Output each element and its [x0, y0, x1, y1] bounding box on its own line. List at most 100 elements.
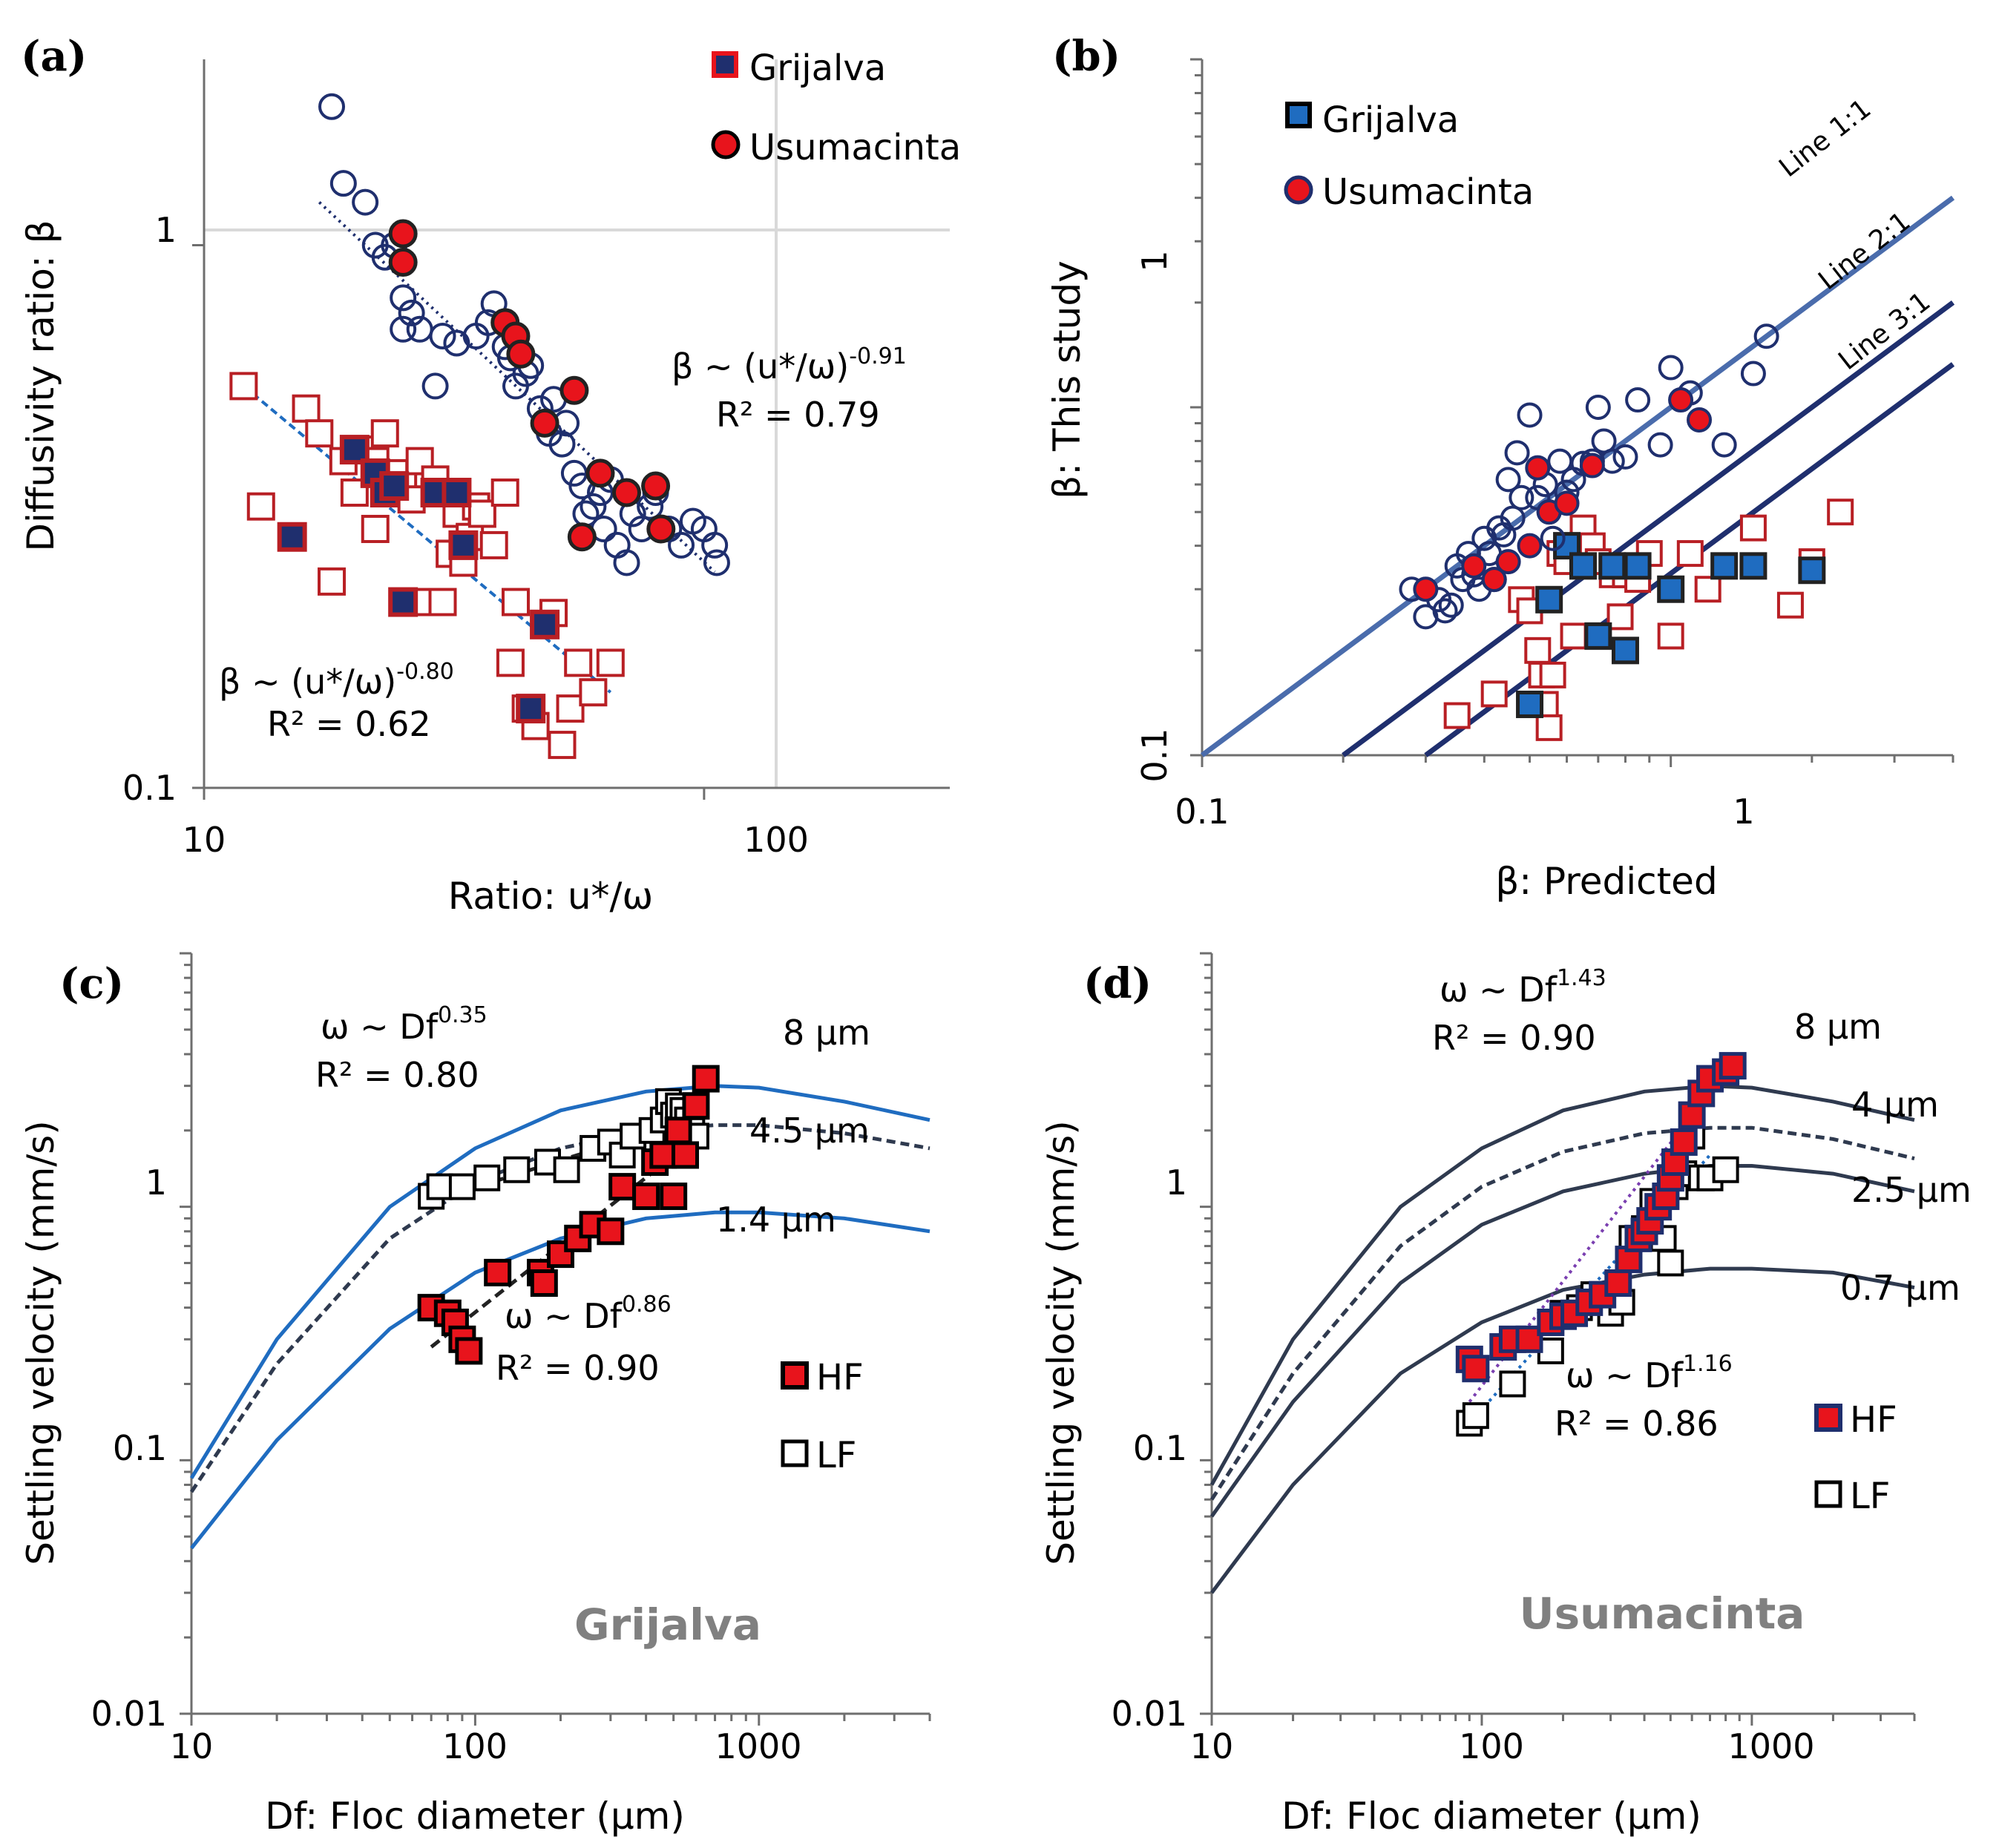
panel-a: (a) 10 100 1 0.1 Ratio: u*/ω Diffusivity…: [19, 32, 961, 918]
panel-c-point-lf: [448, 1173, 476, 1200]
panel-a-point-usumacinta-filled: [506, 339, 536, 369]
panel-a-legend-grijalva-marker: [712, 51, 738, 78]
panel-c-point-hf: [608, 1173, 637, 1201]
panel-a-point-grijalva-open: [467, 499, 496, 528]
panel-c-curve-label-4.5um: 4.5 μm: [749, 1111, 870, 1151]
panel-c-curve-label-8um: 8 μm: [783, 1013, 870, 1053]
panel-c: (c) 10 100 1000 1 0.1 0.01 Df: Floc diam…: [19, 952, 931, 1838]
panel-b-point-grijalva-filled: [1516, 690, 1544, 718]
panel-d-curve-label-2.5um: 2.5 μm: [1851, 1170, 1972, 1210]
panel-c-curve-label-1.4um: 1.4 μm: [716, 1200, 836, 1240]
panel-b-point-usumacinta-open: [1625, 387, 1651, 413]
panel-a-point-grijalva-open: [428, 588, 457, 616]
panel-a-fit-lines: [243, 201, 716, 694]
panel-c-lf-fit-r2: R² = 0.80: [315, 1055, 479, 1095]
panel-b-point-usumacinta-open: [1432, 598, 1458, 624]
panel-d-points: [1455, 1052, 1747, 1437]
panel-b-line-1-1: [1200, 195, 1955, 757]
panel-a-point-usumacinta-open: [318, 93, 346, 120]
panel-a-point-grijalva-open: [229, 372, 258, 401]
panel-a-point-grijalva-filled: [379, 471, 410, 502]
panel-a-point-grijalva-open: [370, 419, 399, 448]
panel-b-point-grijalva-open: [1443, 702, 1471, 729]
panel-a-point-grijalva-open: [501, 588, 530, 616]
panel-a-point-grijalva-open: [479, 530, 508, 559]
panel-a-legend-grijalva: Grijalva: [749, 47, 886, 89]
panel-a-axes: [192, 59, 950, 800]
panel-a-point-grijalva-filled: [448, 530, 479, 560]
panel-b-point-usumacinta-filled: [1517, 533, 1543, 559]
panel-c-point-hf: [455, 1337, 483, 1365]
panel-b-point-usumacinta-filled: [1461, 553, 1487, 579]
panel-a-point-usumacinta-open: [548, 430, 576, 458]
panel-d-point-hf: [1462, 1355, 1490, 1383]
panel-b-point-grijalva-open: [1539, 661, 1566, 688]
panel-c-legend-hf-marker: [781, 1361, 809, 1390]
panel-c-axes: [180, 952, 931, 1726]
panel-a-point-usumacinta-filled: [559, 375, 589, 405]
panel-d-legend-lf: LF: [1850, 1476, 1890, 1517]
panel-d-lf-fit-eq: ω ~ Df1.16: [1566, 1351, 1733, 1395]
panel-d-curve-label-8um: 8 μm: [1794, 1007, 1882, 1047]
panel-c-xtick-10: 10: [170, 1726, 214, 1766]
panel-a-point-usumacinta-open: [352, 188, 379, 216]
panel-d-point-hf: [1719, 1052, 1747, 1080]
panel-b-point-grijalva-filled: [1798, 556, 1826, 585]
panel-c-curve-8um: [189, 1084, 930, 1479]
panel-d-point-lf: [1462, 1402, 1489, 1430]
panel-a-point-usumacinta-open: [613, 549, 640, 576]
panel-a-point-usumacinta-filled: [611, 478, 641, 507]
panel-a-point-usumacinta-open: [668, 531, 695, 559]
panel-b-point-usumacinta-open: [1500, 505, 1526, 531]
panel-c-point-lf: [426, 1173, 453, 1200]
panel-d-lf-fit-r2: R² = 0.86: [1555, 1404, 1719, 1444]
panel-b-xtick-1: 1: [1733, 792, 1754, 832]
panel-b-point-usumacinta-open: [1612, 444, 1638, 470]
panel-b-point-usumacinta-open: [1517, 402, 1543, 428]
panel-b-xlabel: β: Predicted: [1495, 860, 1717, 903]
panel-b-points: [1399, 323, 1854, 741]
panel-c-points: [417, 1065, 720, 1365]
panel-b-point-usumacinta-open: [1740, 361, 1766, 387]
panel-d-xtick-1000: 1000: [1727, 1726, 1814, 1766]
panel-c-xtick-100: 100: [442, 1726, 508, 1766]
panel-a-usumacinta-fit-r2: R² = 0.79: [716, 395, 880, 435]
panel-b-point-grijalva-open: [1480, 680, 1508, 708]
panel-b-point-grijalva-filled: [1584, 622, 1612, 650]
panel-d-curve-label-4um: 4 μm: [1851, 1085, 1939, 1125]
panel-b-point-usumacinta-open: [1711, 432, 1737, 458]
panel-b: (b) 0.1 1 1 0.1 β: Predicted β: This stu…: [1046, 32, 1955, 903]
panel-d-label: (d): [1083, 959, 1152, 1008]
panel-b-point-usumacinta-filled: [1413, 576, 1439, 602]
panel-c-point-hf: [597, 1217, 625, 1246]
panel-a-point-grijalva-open: [548, 731, 577, 760]
panel-a-point-grijalva-filled: [530, 609, 560, 639]
panel-c-point-hf: [682, 1092, 710, 1120]
panel-d-ytick-0.01: 0.01: [1112, 1694, 1187, 1734]
panel-a-point-grijalva-open: [292, 394, 321, 423]
panel-b-point-grijalva-filled: [1598, 552, 1627, 580]
panel-a-point-usumacinta-open: [390, 315, 417, 343]
panel-c-fit-hf: [430, 1128, 707, 1349]
panel-b-point-usumacinta-open: [1647, 432, 1673, 458]
panel-c-point-hf: [484, 1258, 512, 1286]
panel-a-point-usumacinta-filled: [646, 514, 676, 544]
panel-a-point-grijalva-open: [564, 648, 593, 677]
panel-b-point-grijalva-open: [1827, 499, 1854, 526]
panel-d-curve-label-0.7um: 0.7 μm: [1840, 1268, 1960, 1308]
panel-c-point-hf: [660, 1183, 688, 1211]
panel-b-line-1-1-label: Line 1:1: [1773, 93, 1877, 183]
panel-b-point-grijalva-open: [1606, 603, 1634, 631]
panel-c-point-hf: [649, 1141, 677, 1169]
panel-b-point-grijalva-open: [1739, 514, 1767, 542]
panel-d-xtick-100: 100: [1459, 1726, 1524, 1766]
panel-b-point-usumacinta-filled: [1554, 490, 1580, 516]
panel-b-point-grijalva-open: [1524, 637, 1552, 664]
panel-a-point-usumacinta-open: [390, 284, 417, 312]
panel-b-axes: [1190, 58, 1954, 767]
panel-a-xtick-100: 100: [744, 820, 809, 860]
panel-d-ytick-0.1: 0.1: [1133, 1428, 1187, 1468]
panel-d-curve-8um: [1209, 1084, 1915, 1486]
panel-b-ytick-0.1: 0.1: [1135, 728, 1175, 782]
